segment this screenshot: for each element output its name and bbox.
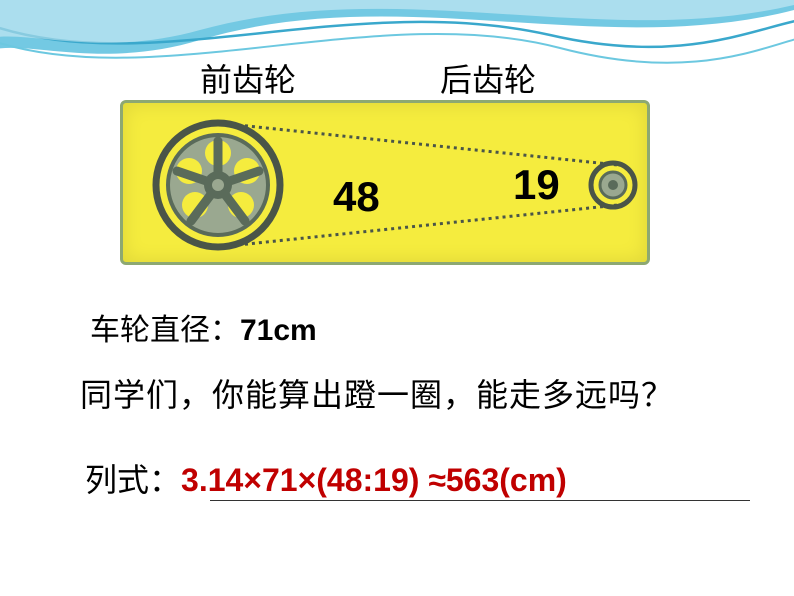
formula-expression: 3.14×71×(48:19) ≈563(cm) bbox=[181, 462, 567, 498]
question-text: 同学们，你能算出蹬一圈，能走多远吗？ bbox=[80, 370, 674, 416]
formula-label: 列式： bbox=[85, 462, 181, 498]
diameter-label: 车轮直径： bbox=[90, 314, 240, 347]
formula-underline bbox=[210, 500, 750, 501]
wheel-diameter-line: 车轮直径：71cm bbox=[90, 305, 317, 349]
formula-line: 列式：3.14×71×(48:19) ≈563(cm) bbox=[85, 455, 567, 501]
diameter-value: 71cm bbox=[240, 314, 317, 347]
gear-diagram: 48 19 bbox=[120, 100, 650, 265]
front-gear-teeth: 48 bbox=[333, 173, 380, 221]
gear-svg bbox=[123, 103, 653, 268]
rear-gear-label: 后齿轮 bbox=[440, 55, 536, 101]
rear-gear-teeth: 19 bbox=[513, 161, 560, 209]
front-gear-label: 前齿轮 bbox=[200, 55, 296, 101]
